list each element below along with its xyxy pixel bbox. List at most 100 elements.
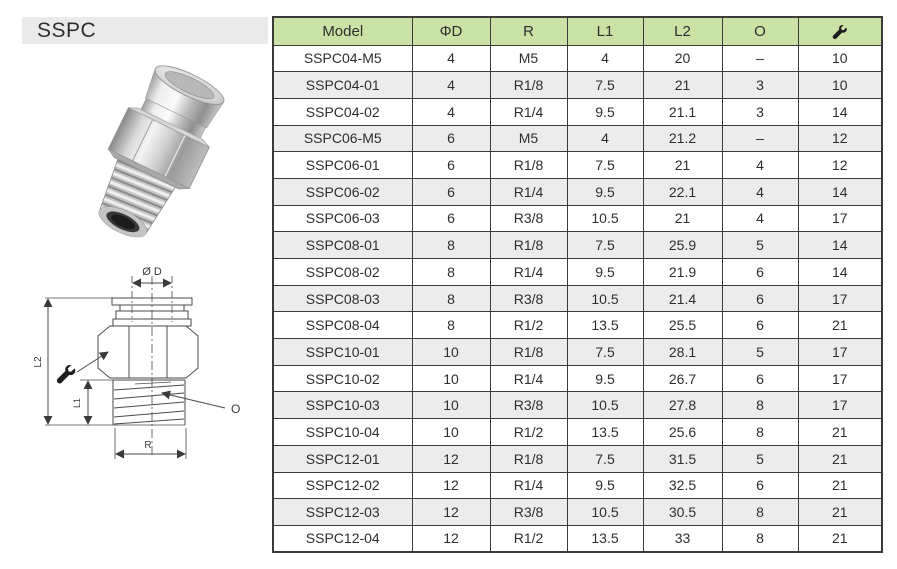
cell-l2: 22.1 — [642, 177, 723, 206]
cell-l1: 10.5 — [566, 204, 644, 233]
cell-wrench-size: 14 — [797, 177, 883, 206]
cell-r: R3/8 — [489, 284, 568, 313]
cell-model: SSPC12-04 — [272, 524, 413, 553]
cell-diameter: 8 — [411, 258, 491, 286]
table-row: SSPC12-03 12 R3/8 10.5 30.5 8 21 — [272, 498, 883, 526]
cell-r: R1/2 — [489, 418, 568, 446]
cell-l1: 9.5 — [566, 97, 644, 126]
cell-r: R1/4 — [489, 97, 568, 126]
cell-diameter: 10 — [411, 364, 491, 393]
cell-diameter: 6 — [411, 124, 491, 153]
cell-l2: 26.7 — [642, 364, 723, 393]
cell-r: R1/4 — [489, 258, 568, 286]
header-wrench — [797, 16, 883, 46]
cell-l1: 9.5 — [566, 258, 644, 286]
cell-o: 5 — [721, 338, 799, 366]
table-row: SSPC04-02 4 R1/4 9.5 21.1 3 14 — [272, 97, 883, 126]
cell-diameter: 6 — [411, 151, 491, 179]
cell-o: 3 — [721, 97, 799, 126]
cell-l1: 7.5 — [566, 444, 644, 473]
table-header-row: Model ΦD R L1 L2 O — [272, 16, 883, 46]
cell-l1: 7.5 — [566, 231, 644, 259]
table-row: SSPC08-02 8 R1/4 9.5 21.9 6 14 — [272, 258, 883, 286]
cell-r: R1/4 — [489, 177, 568, 206]
cell-wrench-size: 21 — [797, 471, 883, 500]
fitting-body — [98, 65, 225, 238]
drawing-label-l2: L2 — [33, 356, 44, 368]
cell-l1: 13.5 — [566, 418, 644, 446]
cell-diameter: 8 — [411, 311, 491, 340]
cell-l2: 21 — [642, 204, 723, 233]
cell-o: 6 — [721, 311, 799, 340]
cell-diameter: 10 — [411, 391, 491, 420]
header-r: R — [489, 16, 568, 46]
cell-l1: 9.5 — [566, 471, 644, 500]
table-row: SSPC06-02 6 R1/4 9.5 22.1 4 14 — [272, 177, 883, 206]
wrench-icon — [56, 365, 76, 384]
hex-body-outline — [97, 325, 199, 379]
cell-l2: 21.9 — [642, 258, 723, 286]
wrench-pointer-line — [76, 351, 109, 373]
cell-r: M5 — [489, 44, 568, 73]
fitting-photo-illustration — [98, 65, 225, 238]
spec-table: Model ΦD R L1 L2 O SSPC04 — [272, 16, 883, 554]
cell-o: 4 — [721, 151, 799, 179]
cell-o: 6 — [721, 364, 799, 393]
cell-l1: 9.5 — [566, 177, 644, 206]
header-l1: L1 — [566, 16, 644, 46]
header-model: Model — [272, 16, 413, 46]
cell-wrench-size: 17 — [797, 284, 883, 313]
cell-diameter: 12 — [411, 471, 491, 500]
table-row: SSPC12-04 12 R1/2 13.5 33 8 21 — [272, 524, 883, 553]
cell-r: R3/8 — [489, 498, 568, 526]
table-row: SSPC12-01 12 R1/8 7.5 31.5 5 21 — [272, 444, 883, 473]
cell-diameter: 10 — [411, 418, 491, 446]
table-row: SSPC08-04 8 R1/2 13.5 25.5 6 21 — [272, 311, 883, 340]
cell-r: R1/2 — [489, 524, 568, 553]
table-row: SSPC06-M5 6 M5 4 21.2 – 12 — [272, 124, 883, 153]
cell-l1: 7.5 — [566, 151, 644, 179]
header-l2: L2 — [642, 16, 723, 46]
cell-o: 6 — [721, 258, 799, 286]
cell-diameter: 10 — [411, 338, 491, 366]
cell-diameter: 8 — [411, 231, 491, 259]
cell-diameter: 6 — [411, 204, 491, 233]
cell-l2: 21.2 — [642, 124, 723, 153]
cell-model: SSPC10-03 — [272, 391, 413, 420]
cell-r: R1/8 — [489, 444, 568, 473]
wrench-icon — [832, 24, 848, 39]
cell-l2: 21 — [642, 71, 723, 99]
cell-wrench-size: 21 — [797, 418, 883, 446]
cell-model: SSPC06-03 — [272, 204, 413, 233]
page-title-bar: SSPC — [22, 17, 268, 44]
header-o: O — [721, 16, 799, 46]
cell-wrench-size: 12 — [797, 124, 883, 153]
cell-diameter: 4 — [411, 44, 491, 73]
cell-diameter: 12 — [411, 444, 491, 473]
cell-l2: 25.5 — [642, 311, 723, 340]
cell-model: SSPC04-M5 — [272, 44, 413, 73]
cell-l1: 13.5 — [566, 524, 644, 553]
cell-r: R3/8 — [489, 391, 568, 420]
cell-wrench-size: 21 — [797, 444, 883, 473]
cell-diameter: 8 — [411, 284, 491, 313]
technical-drawing: Ø D L2 L1 O R — [25, 262, 260, 467]
cell-diameter: 12 — [411, 524, 491, 553]
header-diameter: ΦD — [411, 16, 491, 46]
cell-wrench-size: 21 — [797, 498, 883, 526]
spec-table-wrap: Model ΦD R L1 L2 O SSPC04 — [272, 16, 883, 554]
cell-r: R1/2 — [489, 311, 568, 340]
cell-l2: 20 — [642, 44, 723, 73]
cell-l2: 30.5 — [642, 498, 723, 526]
table-row: SSPC10-02 10 R1/4 9.5 26.7 6 17 — [272, 364, 883, 393]
drawing-label-o: O — [231, 402, 240, 416]
cell-diameter: 4 — [411, 71, 491, 99]
cell-wrench-size: 10 — [797, 71, 883, 99]
table-row: SSPC10-04 10 R1/2 13.5 25.6 8 21 — [272, 418, 883, 446]
table-row: SSPC12-02 12 R1/4 9.5 32.5 6 21 — [272, 471, 883, 500]
cell-r: R1/4 — [489, 364, 568, 393]
cell-wrench-size: 10 — [797, 44, 883, 73]
table-row: SSPC06-01 6 R1/8 7.5 21 4 12 — [272, 151, 883, 179]
table-row: SSPC10-01 10 R1/8 7.5 28.1 5 17 — [272, 338, 883, 366]
cell-o: 4 — [721, 204, 799, 233]
